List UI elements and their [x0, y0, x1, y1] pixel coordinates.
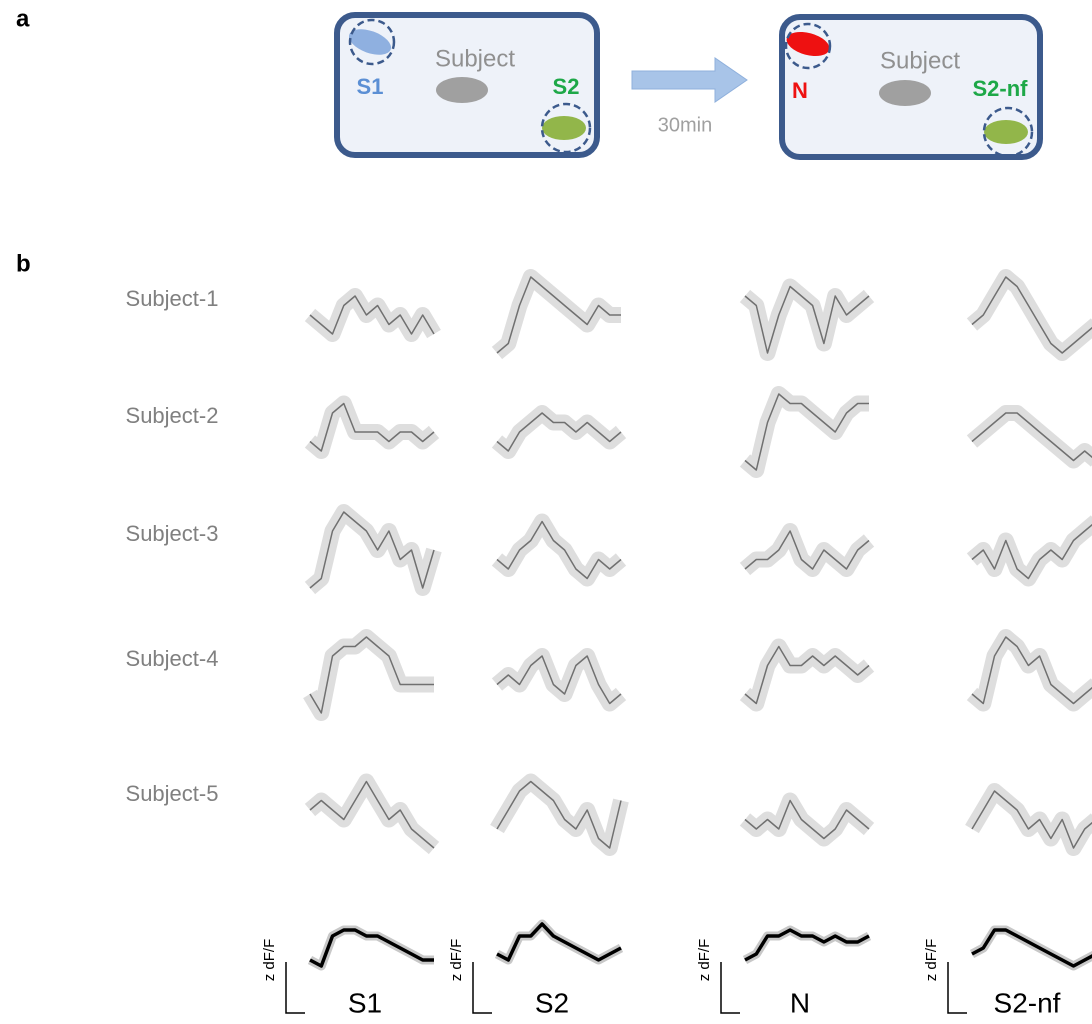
trace-band — [497, 656, 621, 704]
trace-band — [972, 522, 1092, 579]
scale-label: z dF/F — [696, 939, 713, 982]
column-label: S1 — [348, 987, 382, 1018]
mouse-icon — [542, 116, 586, 140]
arrow — [632, 58, 747, 102]
row-label: Subject-1 — [126, 286, 219, 311]
scale-bar — [721, 962, 740, 1013]
trace-band — [745, 647, 869, 704]
figure: a Subject S1 S2 30min Subject N S2-nf b … — [0, 0, 1092, 1024]
trace-band — [972, 277, 1092, 353]
trace-band — [497, 277, 621, 353]
panel-label: b — [16, 250, 31, 277]
row-label: Subject-3 — [126, 521, 219, 546]
trace-band — [497, 413, 621, 451]
scale-label: z dF/F — [261, 939, 278, 982]
n-label: N — [792, 78, 808, 103]
trace-band — [972, 637, 1092, 704]
trace-band — [972, 413, 1092, 461]
trace-band — [497, 782, 621, 849]
mouse-icon — [984, 120, 1028, 144]
subject-label: Subject — [880, 47, 960, 74]
row-label: Subject-4 — [126, 646, 219, 671]
row-label: Subject-2 — [126, 403, 219, 428]
column-label: S2 — [535, 987, 569, 1018]
scale-bar — [948, 962, 967, 1013]
scale-bar — [286, 962, 305, 1013]
scale-label: z dF/F — [448, 939, 465, 982]
trace-band — [745, 801, 869, 839]
page: {"panel_a": {"label": "a", "left_box": {… — [0, 0, 1092, 1024]
mouse-icon — [879, 80, 931, 106]
trace-band — [745, 394, 869, 470]
trace-band — [497, 522, 621, 579]
subject-label: Subject — [435, 45, 515, 72]
scale-label: z dF/F — [923, 939, 940, 982]
panel-label: a — [16, 5, 30, 32]
s2nf-label: S2-nf — [973, 76, 1029, 101]
trace-band — [745, 287, 869, 354]
s1-label: S1 — [357, 74, 384, 99]
mouse-icon — [436, 77, 488, 103]
column-label: S2-nf — [994, 987, 1061, 1018]
scale-bar — [473, 962, 492, 1013]
column-label: N — [790, 987, 810, 1018]
arrow-label: 30min — [658, 114, 712, 136]
row-label: Subject-5 — [126, 781, 219, 806]
s2-label: S2 — [553, 74, 580, 99]
